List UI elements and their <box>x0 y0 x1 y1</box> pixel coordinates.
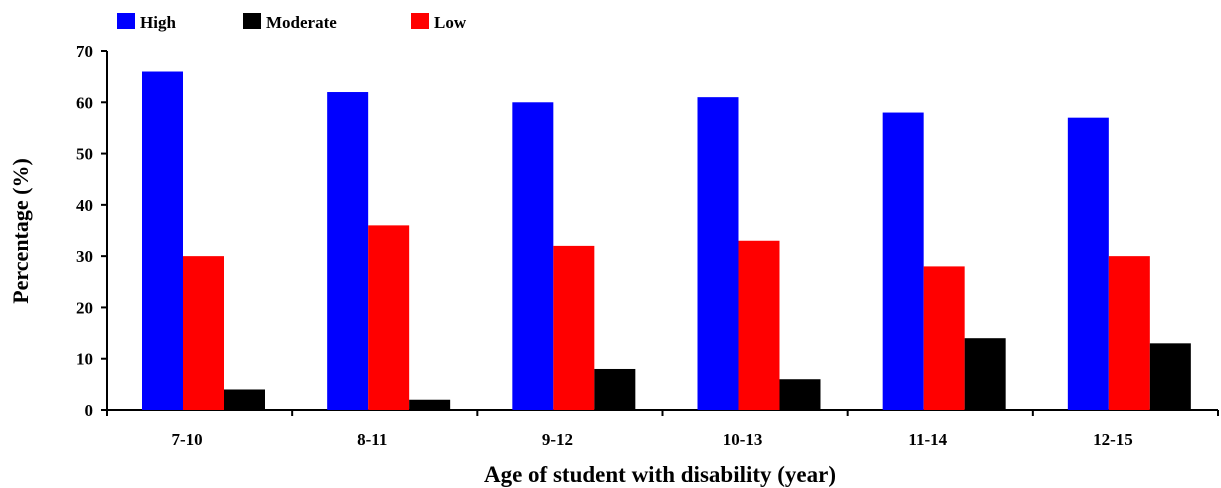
y-tick-label: 40 <box>76 196 93 215</box>
x-axis-label: Age of student with disability (year) <box>484 462 836 487</box>
x-tick-label: 12-15 <box>1093 430 1133 449</box>
bar-high-8-11 <box>327 92 368 410</box>
bar-high-12-15 <box>1068 118 1109 410</box>
y-axis-label: Percentage (%) <box>8 158 33 304</box>
bar-low-7-10 <box>183 256 224 410</box>
y-tick-label: 30 <box>76 247 93 266</box>
x-tick-label: 10-13 <box>723 430 763 449</box>
bar-low-10-13 <box>739 241 780 410</box>
bar-high-9-12 <box>512 102 553 410</box>
y-axis: 0 10 20 30 40 50 60 70 <box>76 42 107 420</box>
bar-moderate-8-11 <box>409 400 450 410</box>
bar-moderate-10-13 <box>780 379 821 410</box>
legend-swatch-low <box>411 13 429 29</box>
y-tick-label: 0 <box>85 401 94 420</box>
bar-moderate-11-14 <box>965 338 1006 410</box>
x-tick-label: 7-10 <box>172 430 203 449</box>
bar-high-10-13 <box>698 97 739 410</box>
bar-moderate-12-15 <box>1150 343 1191 410</box>
y-tick-label: 10 <box>76 350 93 369</box>
y-tick-label: 20 <box>76 298 93 317</box>
bar-low-9-12 <box>553 246 594 410</box>
legend-label-high: High <box>140 13 176 32</box>
y-tick-label: 70 <box>76 42 93 61</box>
bar-low-12-15 <box>1109 256 1150 410</box>
y-tick-label: 50 <box>76 145 93 164</box>
bar-high-11-14 <box>883 113 924 410</box>
bars <box>142 72 1191 410</box>
bar-low-8-11 <box>368 225 409 410</box>
x-tick-label: 8-11 <box>357 430 387 449</box>
legend-label-low: Low <box>434 13 467 32</box>
x-tick-label: 11-14 <box>908 430 947 449</box>
legend: High Moderate Low <box>117 13 467 32</box>
x-axis: 7-10 8-11 9-12 10-13 11-14 12-15 <box>107 410 1218 449</box>
bar-high-7-10 <box>142 72 183 410</box>
legend-swatch-high <box>117 13 135 29</box>
bar-low-11-14 <box>924 266 965 410</box>
bar-moderate-7-10 <box>224 389 265 410</box>
x-tick-label: 9-12 <box>542 430 573 449</box>
legend-swatch-moderate <box>243 13 261 29</box>
legend-label-moderate: Moderate <box>266 13 337 32</box>
y-tick-label: 60 <box>76 93 93 112</box>
bar-moderate-9-12 <box>594 369 635 410</box>
